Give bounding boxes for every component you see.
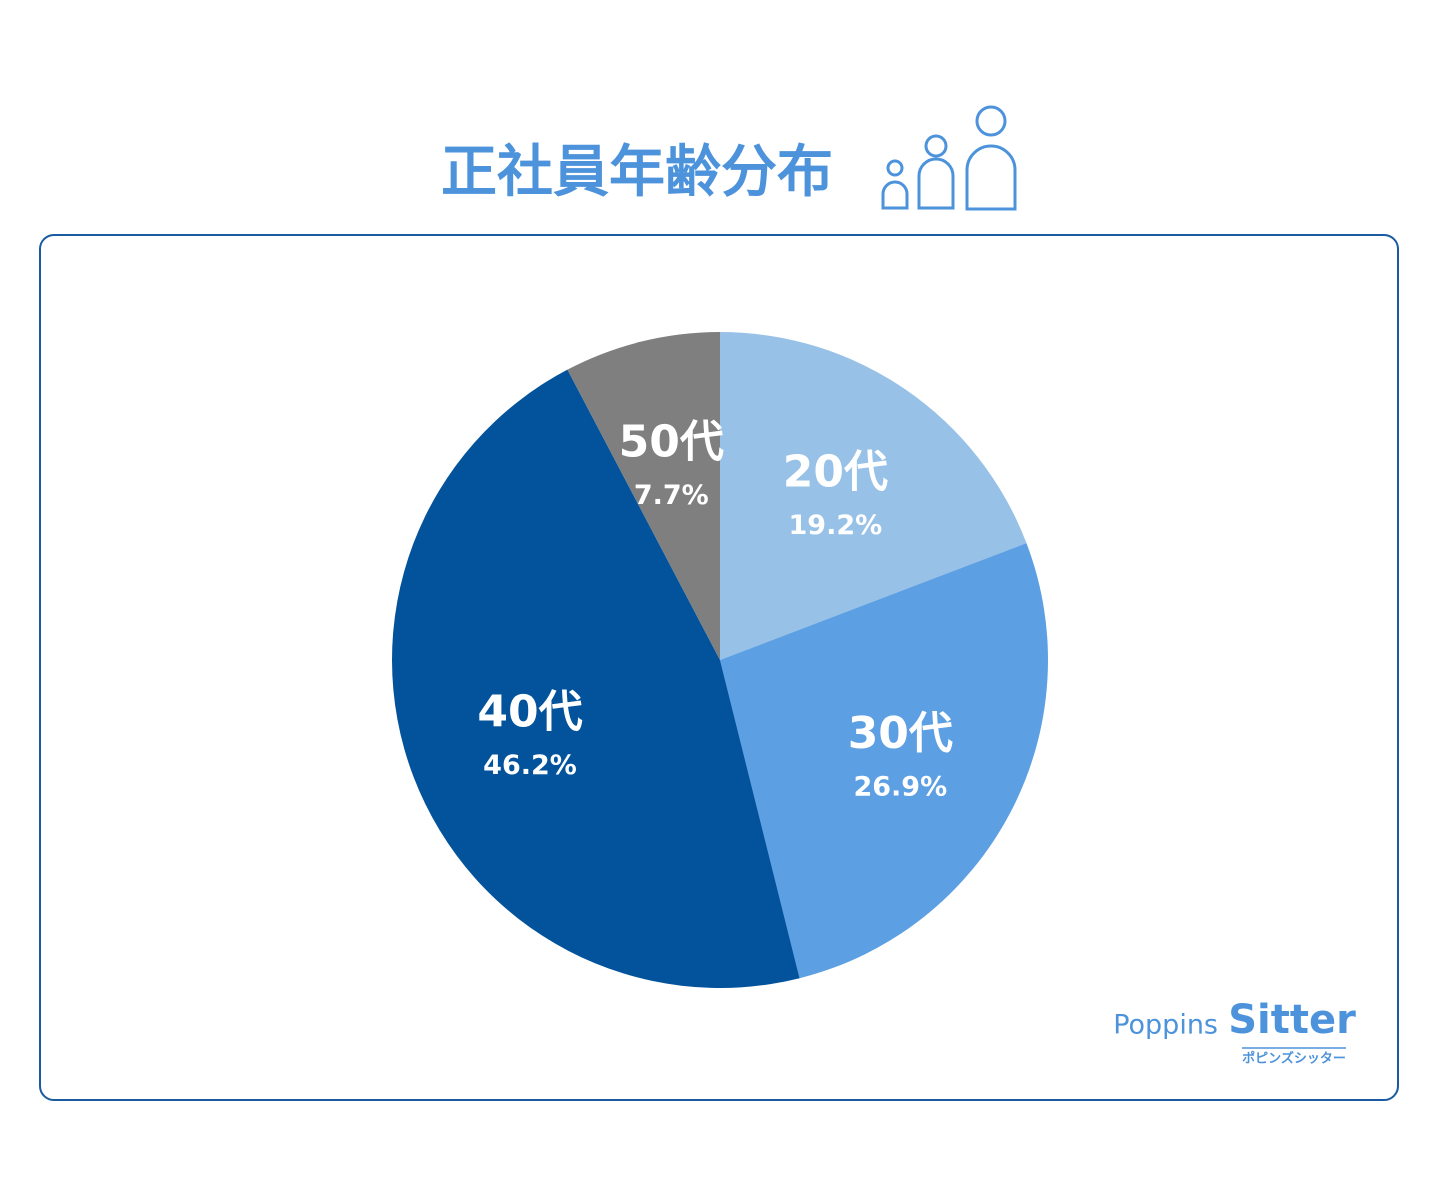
pie-slice bbox=[720, 543, 1048, 979]
slice-category: 50代 bbox=[619, 417, 724, 468]
pie bbox=[391, 332, 1048, 988]
frame bbox=[39, 234, 1399, 1101]
chart-title: 正社員年齢分布 bbox=[441, 140, 833, 205]
pie-slice bbox=[567, 332, 720, 660]
slice-value-label: 26.9% bbox=[853, 772, 947, 803]
logo-sub: ポピンズシッター bbox=[1242, 1051, 1346, 1067]
people-icon bbox=[881, 105, 1017, 211]
slice-category: 20代 bbox=[783, 447, 888, 498]
pie-labels: 20代 19.2% 30代 26.9% 40代 46.2% 50代 7.7% bbox=[477, 417, 953, 803]
slice-category: 30代 bbox=[848, 708, 953, 759]
logo-accent: Sitter bbox=[1228, 997, 1356, 1043]
slice-value-label: 19.2% bbox=[789, 510, 883, 541]
slice-value-label: 7.7% bbox=[634, 480, 709, 511]
logo-main: Poppins bbox=[1113, 1010, 1218, 1041]
pie-slice bbox=[391, 369, 800, 988]
slice-category: 40代 bbox=[477, 686, 582, 737]
pie-slice bbox=[720, 332, 1027, 660]
slice-value-label: 46.2% bbox=[483, 750, 577, 781]
